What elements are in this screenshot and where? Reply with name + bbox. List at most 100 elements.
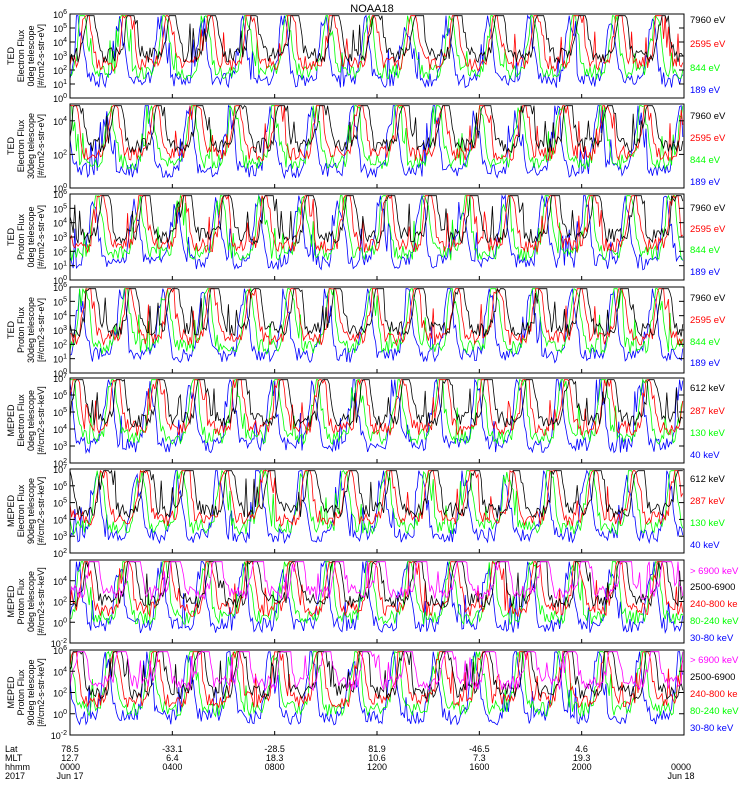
- legend-entry: 7960 eV: [690, 203, 726, 214]
- series-trace-8-1: [70, 651, 684, 692]
- y-axis-label: MEPED: [6, 495, 16, 528]
- y-axis-label: Electron Flux: [16, 484, 26, 537]
- y-axis-label: 0deg telescope: [26, 25, 36, 86]
- x-tick-hhmm: 1600: [469, 762, 489, 772]
- figure-title: NOAA18: [350, 3, 393, 15]
- legend-entry: 844 eV: [690, 63, 721, 74]
- y-tick-label: 106: [53, 645, 67, 656]
- panel-6-traces: [70, 469, 684, 545]
- x-tick-lat: -46.5: [469, 744, 490, 754]
- panel-8: 10-2 100 102 104 106 MEPED Proton Flux 90deg te…: [6, 645, 739, 741]
- panel-1: 100 101 102 103 104 105 106 TED Electron Flux 0de…: [6, 9, 726, 104]
- series-trace-2-3: [70, 104, 684, 171]
- panel-5: 102 103 104 105 106 107 MEPED Electron Flux 0deg…: [6, 373, 726, 469]
- series-trace-7-1: [70, 561, 684, 601]
- y-tick-label: 105: [53, 296, 67, 307]
- legend-entry: 189 eV: [690, 85, 721, 96]
- x-tick-hhmm: 2000: [572, 762, 592, 772]
- y-tick-label: 105: [53, 23, 67, 34]
- legend-entry: > 6900 keV: [690, 566, 739, 577]
- x-row-label: MLT: [5, 753, 23, 763]
- x-tick-lat: 81.9: [368, 744, 386, 754]
- y-tick-label: 105: [53, 407, 67, 418]
- y-tick-label: 102: [53, 339, 67, 350]
- series-trace-2-1: [70, 105, 684, 154]
- x-tick-lat: -33.1: [162, 744, 183, 754]
- series-trace-7-5: [70, 561, 684, 634]
- legend-entry: 189 eV: [690, 358, 721, 369]
- legend-entry: 240-800 ke: [690, 599, 738, 610]
- legend-entry: 612 keV: [690, 383, 726, 394]
- series-trace-5-2: [70, 378, 684, 437]
- legend-entry: 7960 eV: [690, 111, 726, 122]
- y-tick-label: 103: [53, 232, 67, 243]
- y-tick-label: 104: [53, 311, 67, 322]
- x-tick-mlt: 19.3: [573, 753, 591, 763]
- series-trace-3-3: [70, 194, 684, 261]
- y-axis-label: 90deg telescope: [26, 478, 36, 544]
- y-tick-label: 100: [53, 368, 67, 379]
- x-tick-hhmm: 0800: [265, 762, 285, 772]
- panel-7-traces: [70, 560, 684, 634]
- panels-group: 100 101 102 103 104 105 106 TED Electron Flux 0de…: [6, 9, 739, 741]
- legend-entry: 287 keV: [690, 496, 726, 507]
- x-tick-date: Jun 18: [667, 771, 694, 781]
- legend-entry: 189 eV: [690, 267, 721, 278]
- y-tick-label: 100: [53, 275, 67, 286]
- legend-entry: 2595 eV: [690, 224, 726, 235]
- series-trace-6-2: [70, 469, 684, 527]
- y-axis-label: Electron Flux: [16, 119, 26, 172]
- legend-entry: 7960 eV: [690, 15, 726, 26]
- legend-entry: 130 keV: [690, 428, 726, 439]
- legend-entry: 30-80 keV: [690, 633, 734, 644]
- y-tick-label: 10-2: [51, 730, 67, 741]
- y-tick-label: 103: [53, 325, 67, 336]
- legend-entry: 189 eV: [690, 177, 721, 188]
- y-tick-label: 100: [53, 709, 67, 720]
- legend-entry: 2500-6900: [690, 582, 735, 593]
- x-tick-hhmm: 0400: [162, 762, 182, 772]
- y-tick-label: 104: [53, 218, 67, 229]
- y-tick-label: 101: [53, 261, 67, 272]
- y-axis-label: Electron Flux: [16, 394, 26, 447]
- y-tick-label: 102: [53, 246, 67, 257]
- series-trace-2-4: [70, 104, 684, 180]
- y-axis-label: MEPED: [6, 585, 16, 618]
- y-axis-label: 90deg telescope: [26, 659, 36, 725]
- y-axis-label: [#/cm2-s-str-keV]: [36, 658, 46, 727]
- legend-entry: 2500-6900: [690, 672, 735, 683]
- y-tick-label: 106: [53, 282, 67, 293]
- legend-entry: 80-240 keV: [690, 706, 739, 717]
- x-tick-date: Jun 17: [56, 771, 83, 781]
- panel-6: 102 103 104 105 106 107 MEPED Electron Flux 90de…: [6, 464, 726, 559]
- legend-entry: 844 eV: [690, 155, 721, 166]
- y-tick-label: 105: [53, 203, 67, 214]
- legend-entry: 40 keV: [690, 540, 720, 551]
- series-trace-1-4: [70, 14, 684, 89]
- y-tick-label: 101: [53, 354, 67, 365]
- y-tick-label: 104: [53, 424, 67, 435]
- y-tick-label: 104: [53, 514, 67, 525]
- x-row-label: hhmm: [5, 762, 30, 772]
- y-axis-label: MEPED: [6, 404, 16, 437]
- y-axis-label: [#/cm2-s-str-eV]: [36, 298, 46, 362]
- y-axis-label: TED: [6, 46, 16, 65]
- y-tick-label: 102: [53, 65, 67, 76]
- series-trace-5-1: [70, 378, 684, 429]
- legend-entry: 2595 eV: [690, 133, 726, 144]
- y-tick-label: 100: [53, 93, 67, 104]
- series-trace-8-4: [70, 650, 684, 718]
- y-tick-label: 106: [53, 189, 67, 200]
- legend-entry: 612 keV: [690, 474, 726, 485]
- x-tick-hhmm: 0000: [60, 762, 80, 772]
- panel-1-traces: [70, 14, 684, 89]
- x-tick-mlt: 12.7: [61, 753, 79, 763]
- series-trace-8-3: [70, 650, 684, 709]
- x-tick-mlt: 10.6: [368, 753, 386, 763]
- panel-4-traces: [70, 287, 684, 364]
- legend-entry: 40 keV: [690, 450, 720, 461]
- series-trace-2-2: [70, 104, 684, 162]
- legend-entry: > 6900 keV: [690, 655, 739, 666]
- y-tick-label: 103: [53, 441, 67, 452]
